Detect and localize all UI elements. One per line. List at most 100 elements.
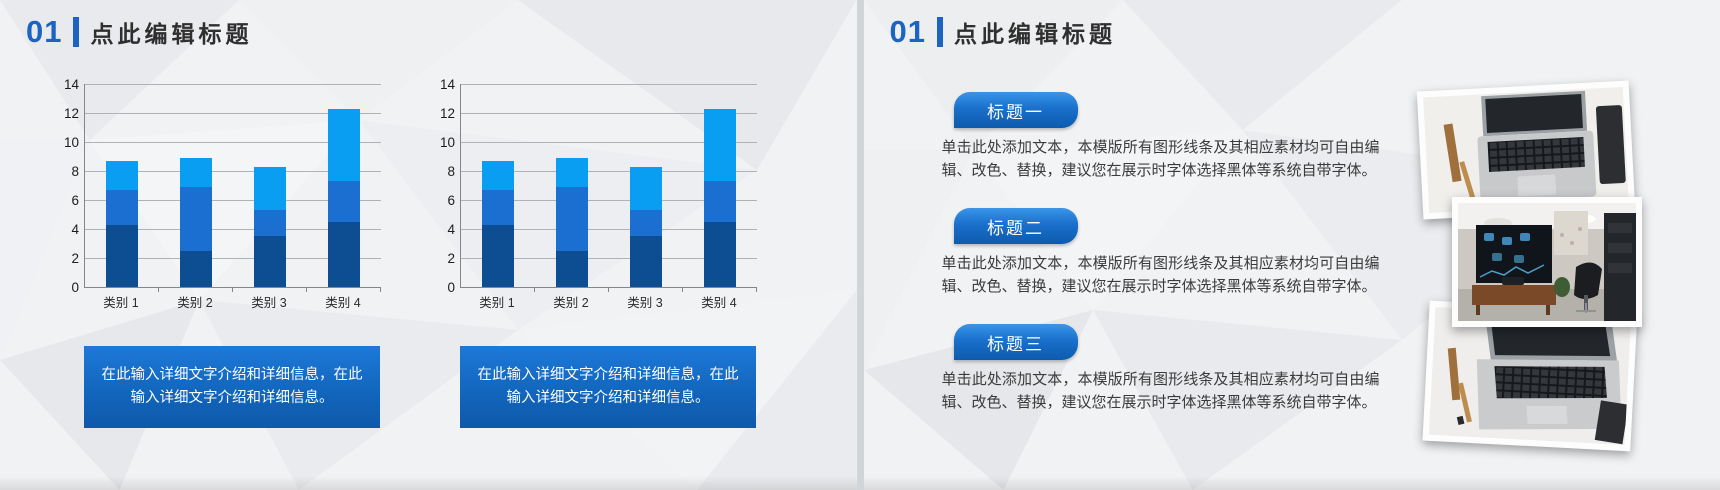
gridline <box>85 83 381 85</box>
stacked-bar-chart-1: 0 2 4 6 8 10 12 14 类别 1 类别 2 类别 3 类别 4 在此输入详细文字介绍和… <box>52 77 386 428</box>
x-axis-tick <box>306 288 307 292</box>
x-axis-category-label: 类别 3 <box>627 296 663 310</box>
gridline <box>461 112 757 114</box>
stacked-bar <box>630 166 662 287</box>
y-axis-tick-label: 12 <box>63 106 79 121</box>
y-axis-tick-label: 0 <box>71 280 79 295</box>
y-axis-tick-label: 8 <box>71 164 79 179</box>
slide-header: 01 点此编辑标题 <box>26 14 252 50</box>
chart-x-labels: 类别 1 类别 2 类别 3 类别 4 <box>460 292 756 314</box>
stacked-bar <box>328 108 360 287</box>
section-body-text: 单击此处添加文本，本模版所有图形线条及其相应素材均可自由编辑、改色、替换，建议您… <box>941 139 1380 179</box>
y-axis-tick-label: 14 <box>439 77 455 92</box>
section-2: 标题二 单击此处添加文本，本模版所有图形线条及其相应素材均可自由编辑、改色、替换… <box>942 208 1380 298</box>
x-axis-category-label: 类别 1 <box>479 296 515 310</box>
x-axis-category-label: 类别 3 <box>251 296 287 310</box>
slide-number: 01 <box>26 14 63 49</box>
gridline <box>461 170 757 172</box>
bar-segment <box>254 210 286 237</box>
bar-segment <box>556 250 588 287</box>
gridline <box>85 141 381 143</box>
bar-segment <box>630 210 662 237</box>
bar-segment <box>106 224 138 287</box>
gridline <box>85 228 381 230</box>
slide-number: 01 <box>889 14 926 49</box>
chart-plot-area: 0 2 4 6 8 10 12 14 <box>440 77 757 295</box>
bar-segment <box>180 186 212 251</box>
stacked-bar <box>106 160 138 287</box>
gridline <box>85 112 381 114</box>
section-heading-ribbon: 标题一 <box>953 92 1078 128</box>
bar-segment <box>254 166 286 211</box>
bar-segment <box>704 108 736 182</box>
chart-caption-box: 在此输入详细文字介绍和详细信息，在此输入详细文字介绍和详细信息。 <box>84 346 380 428</box>
y-axis-tick-label: 4 <box>447 222 455 237</box>
bar-segment <box>704 221 736 287</box>
gridline <box>461 141 757 143</box>
stacked-bar <box>704 108 736 287</box>
office-interior-photo <box>1451 197 1642 327</box>
gridline <box>85 170 381 172</box>
y-axis-tick-label: 6 <box>71 193 79 208</box>
y-axis-tick-label: 10 <box>439 135 455 150</box>
header-accent-bar <box>73 17 80 47</box>
slide-title: 点此编辑标题 <box>953 21 1116 47</box>
gridline <box>461 257 757 259</box>
header-accent-bar <box>936 17 943 47</box>
y-axis-tick-label: 8 <box>447 164 455 179</box>
stacked-bar <box>180 157 212 287</box>
bar-segment <box>106 160 138 190</box>
bar-segment <box>556 157 588 187</box>
bar-segment <box>328 181 360 222</box>
x-axis-category-label: 类别 2 <box>177 296 213 310</box>
chart-x-labels: 类别 1 类别 2 类别 3 类别 4 <box>84 292 380 314</box>
section-heading-ribbon: 标题三 <box>953 324 1078 360</box>
x-axis-tick <box>534 288 535 292</box>
y-axis-tick-label: 10 <box>63 135 79 150</box>
slide-title: 点此编辑标题 <box>90 21 253 47</box>
gridline <box>461 83 757 85</box>
bar-segment <box>704 181 736 222</box>
bar-segment <box>180 250 212 287</box>
x-axis-category-label: 类别 2 <box>553 296 589 310</box>
bar-segment <box>254 236 286 287</box>
chart-plot-area: 0 2 4 6 8 10 12 14 <box>64 77 381 295</box>
x-axis-tick <box>158 288 159 292</box>
bar-segment <box>630 166 662 211</box>
x-axis-tick <box>756 288 757 292</box>
x-axis-tick <box>682 288 683 292</box>
slide-right: 01 点此编辑标题 标题一 单击此处添加文本，本模版所有图形线条及其相应素材均可… <box>863 0 1720 490</box>
bar-segment <box>630 236 662 287</box>
x-axis-category-label: 类别 1 <box>103 296 139 310</box>
y-axis-tick-label: 2 <box>71 251 79 266</box>
y-axis-tick-label: 0 <box>447 280 455 295</box>
lowpoly-background <box>863 0 1720 490</box>
bar-segment <box>556 186 588 251</box>
laptop-desk-photo <box>1416 80 1635 220</box>
stacked-bar-chart-2: 0 2 4 6 8 10 12 14 类别 1 类别 2 类别 3 类别 4 在此输入详细文字介绍和… <box>428 77 762 428</box>
gridline <box>461 199 757 201</box>
bar-segment <box>482 189 514 225</box>
charts-row: 0 2 4 6 8 10 12 14 类别 1 类别 2 类别 3 类别 4 在此输入详细文字介绍和… <box>52 77 762 428</box>
text-sections: 标题一 单击此处添加文本，本模版所有图形线条及其相应素材均可自由编辑、改色、替换… <box>942 92 1380 440</box>
stacked-bar <box>556 157 588 287</box>
chart-caption-box: 在此输入详细文字介绍和详细信息，在此输入详细文字介绍和详细信息。 <box>460 346 756 428</box>
y-axis-tick-label: 6 <box>447 193 455 208</box>
gridline <box>85 199 381 201</box>
slide-header: 01 点此编辑标题 <box>890 14 1116 50</box>
x-axis-category-label: 类别 4 <box>701 296 737 310</box>
bar-segment <box>328 108 360 182</box>
bar-segment <box>106 189 138 225</box>
section-body-text: 单击此处添加文本，本模版所有图形线条及其相应素材均可自由编辑、改色、替换，建议您… <box>941 255 1380 295</box>
x-axis-category-label: 类别 4 <box>325 296 361 310</box>
x-axis-tick <box>232 288 233 292</box>
stacked-bar <box>482 160 514 287</box>
gridline <box>85 257 381 259</box>
x-axis-tick <box>608 288 609 292</box>
bar-segment <box>482 160 514 190</box>
bar-segment <box>180 157 212 187</box>
stacked-bar <box>254 166 286 287</box>
slide-left: 01 点此编辑标题 0 2 4 6 8 10 12 14 类别 1 类别 2 类别 3 类别 4 在… <box>0 0 857 490</box>
section-body-text: 单击此处添加文本，本模版所有图形线条及其相应素材均可自由编辑、改色、替换，建议您… <box>941 371 1380 411</box>
